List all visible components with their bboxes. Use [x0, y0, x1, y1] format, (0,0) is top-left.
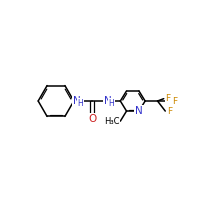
Text: N: N — [73, 96, 81, 106]
Text: F: F — [166, 94, 171, 103]
Text: N: N — [135, 106, 143, 116]
Text: H₃C: H₃C — [104, 117, 120, 126]
Text: F: F — [172, 97, 177, 106]
Text: H: H — [108, 99, 114, 108]
Text: O: O — [88, 114, 97, 124]
Text: H: H — [77, 99, 83, 108]
Text: N: N — [104, 96, 112, 106]
Text: F: F — [167, 107, 172, 116]
